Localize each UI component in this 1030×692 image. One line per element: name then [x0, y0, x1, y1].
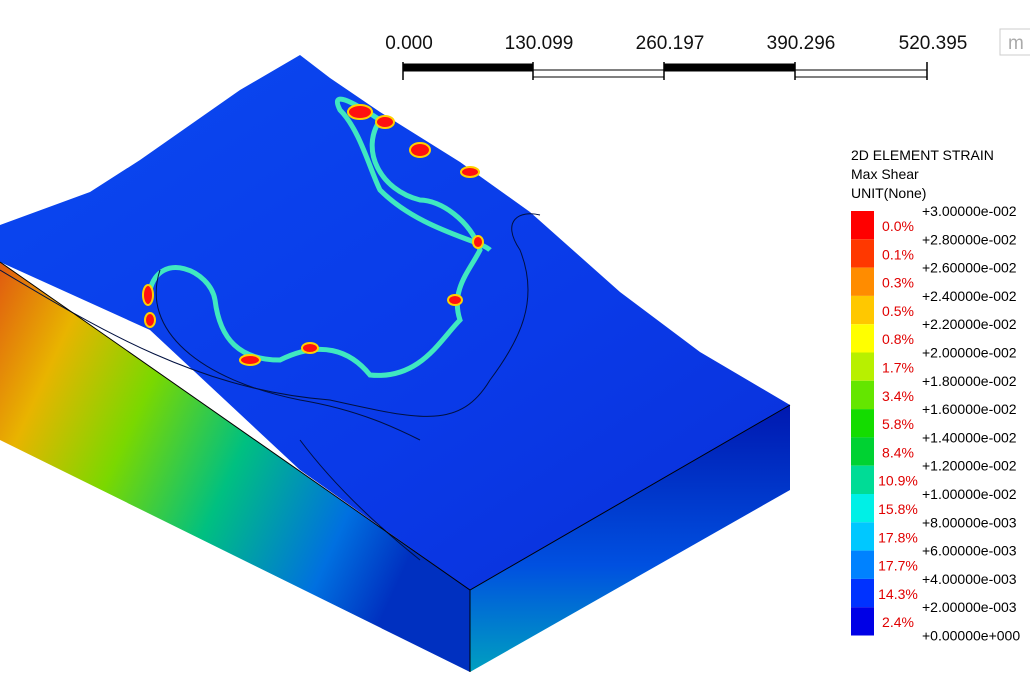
legend-value: +1.20000e-002: [922, 458, 1017, 474]
legend-percent: 3.4%: [882, 388, 914, 404]
legend-value: +1.60000e-002: [922, 401, 1017, 417]
legend-value: +2.60000e-002: [922, 260, 1017, 276]
legend-value: +2.80000e-002: [922, 231, 1017, 247]
legend-swatch: [851, 380, 874, 410]
legend-percent: 0.8%: [882, 331, 914, 347]
legend-value: +1.40000e-002: [922, 429, 1017, 445]
scale-segment: [532, 69, 665, 78]
legend-value: +0.00000e+000: [922, 628, 1020, 644]
legend-swatch: [851, 352, 874, 381]
scale-segment: [663, 63, 796, 72]
legend-swatch: [851, 522, 874, 551]
high-strain-spots: [142, 104, 484, 366]
slip-zone: [147, 96, 492, 378]
legend-swatch: [851, 494, 874, 523]
model-3d: [0, 55, 791, 672]
scale-unit: m: [1008, 33, 1024, 54]
legend-percent: 0.5%: [882, 303, 914, 319]
scale-label: 260.197: [636, 33, 705, 54]
legend-percent: 15.8%: [878, 501, 918, 517]
legend-swatch: [851, 267, 874, 296]
scale-segment: [794, 69, 928, 78]
legend-swatch: [851, 211, 874, 240]
legend-value: +2.00000e-003: [922, 599, 1017, 615]
legend: 2D ELEMENT STRAIN Max Shear UNIT(None) 0.0%…: [851, 147, 1020, 644]
legend-percent: 0.0%: [882, 218, 914, 234]
legend-percent: 10.9%: [878, 473, 918, 489]
scale-label: 130.099: [505, 33, 574, 54]
legend-swatch: [851, 295, 874, 325]
legend-value: +6.00000e-003: [922, 543, 1017, 559]
unit-box: [999, 28, 1030, 56]
legend-swatch: [851, 607, 874, 636]
contour-line: [155, 269, 421, 441]
scale-label: 520.395: [899, 33, 968, 54]
top-face: [0, 55, 790, 590]
scale-segment: [402, 63, 534, 72]
legend-swatch: [851, 550, 874, 579]
legend-percent: 5.8%: [882, 416, 914, 432]
legend-swatch: [851, 578, 874, 608]
legend-swatch: [851, 324, 874, 353]
legend-value: +1.00000e-002: [922, 486, 1017, 502]
legend-percent: 17.8%: [878, 529, 918, 545]
legend-value: +4.00000e-003: [922, 571, 1017, 587]
legend-percent: 0.1%: [882, 246, 914, 262]
contour-line: [299, 439, 421, 561]
legend-percent: 2.4%: [882, 614, 914, 630]
contour-line: [0, 213, 541, 417]
front-face: [470, 405, 790, 672]
legend-percent: 17.7%: [878, 558, 918, 574]
legend-value: +3.00000e-002: [922, 203, 1017, 219]
legend-swatch: [851, 239, 874, 268]
legend-percent: 14.3%: [878, 586, 918, 602]
legend-value: +2.40000e-002: [922, 288, 1017, 304]
legend-percent: 8.4%: [882, 444, 914, 460]
legend-percent: 0.3%: [882, 275, 914, 291]
legend-value: +2.00000e-002: [922, 345, 1017, 361]
side-face: [0, 262, 470, 672]
legend-percent: 1.7%: [882, 360, 914, 376]
scale-bar: 0.000 130.099 260.197 390.296 520.395 m: [385, 28, 1030, 80]
legend-title: UNIT(None): [851, 185, 926, 201]
legend-swatch: [851, 437, 874, 466]
legend-title: 2D ELEMENT STRAIN: [851, 147, 994, 163]
legend-title: Max Shear: [851, 166, 919, 182]
legend-value: +1.80000e-002: [922, 373, 1017, 389]
legend-value: +8.00000e-003: [922, 514, 1017, 530]
legend-value: +2.20000e-002: [922, 316, 1017, 332]
scale-label: 0.000: [385, 33, 433, 54]
legend-swatch: [851, 409, 874, 438]
scale-label: 390.296: [767, 33, 836, 54]
legend-swatch: [851, 465, 874, 494]
